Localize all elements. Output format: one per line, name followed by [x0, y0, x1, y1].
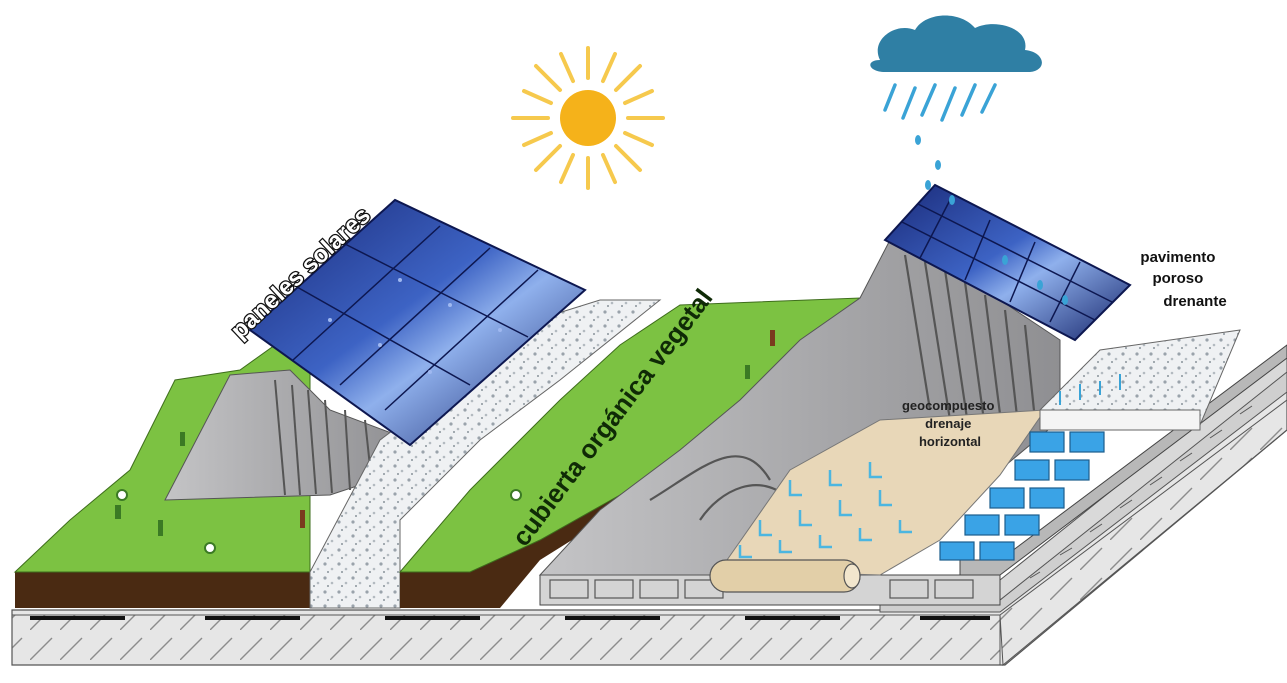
sun-icon — [513, 48, 663, 188]
label-porous-pavement: pavimento poroso drenante — [1140, 249, 1226, 310]
